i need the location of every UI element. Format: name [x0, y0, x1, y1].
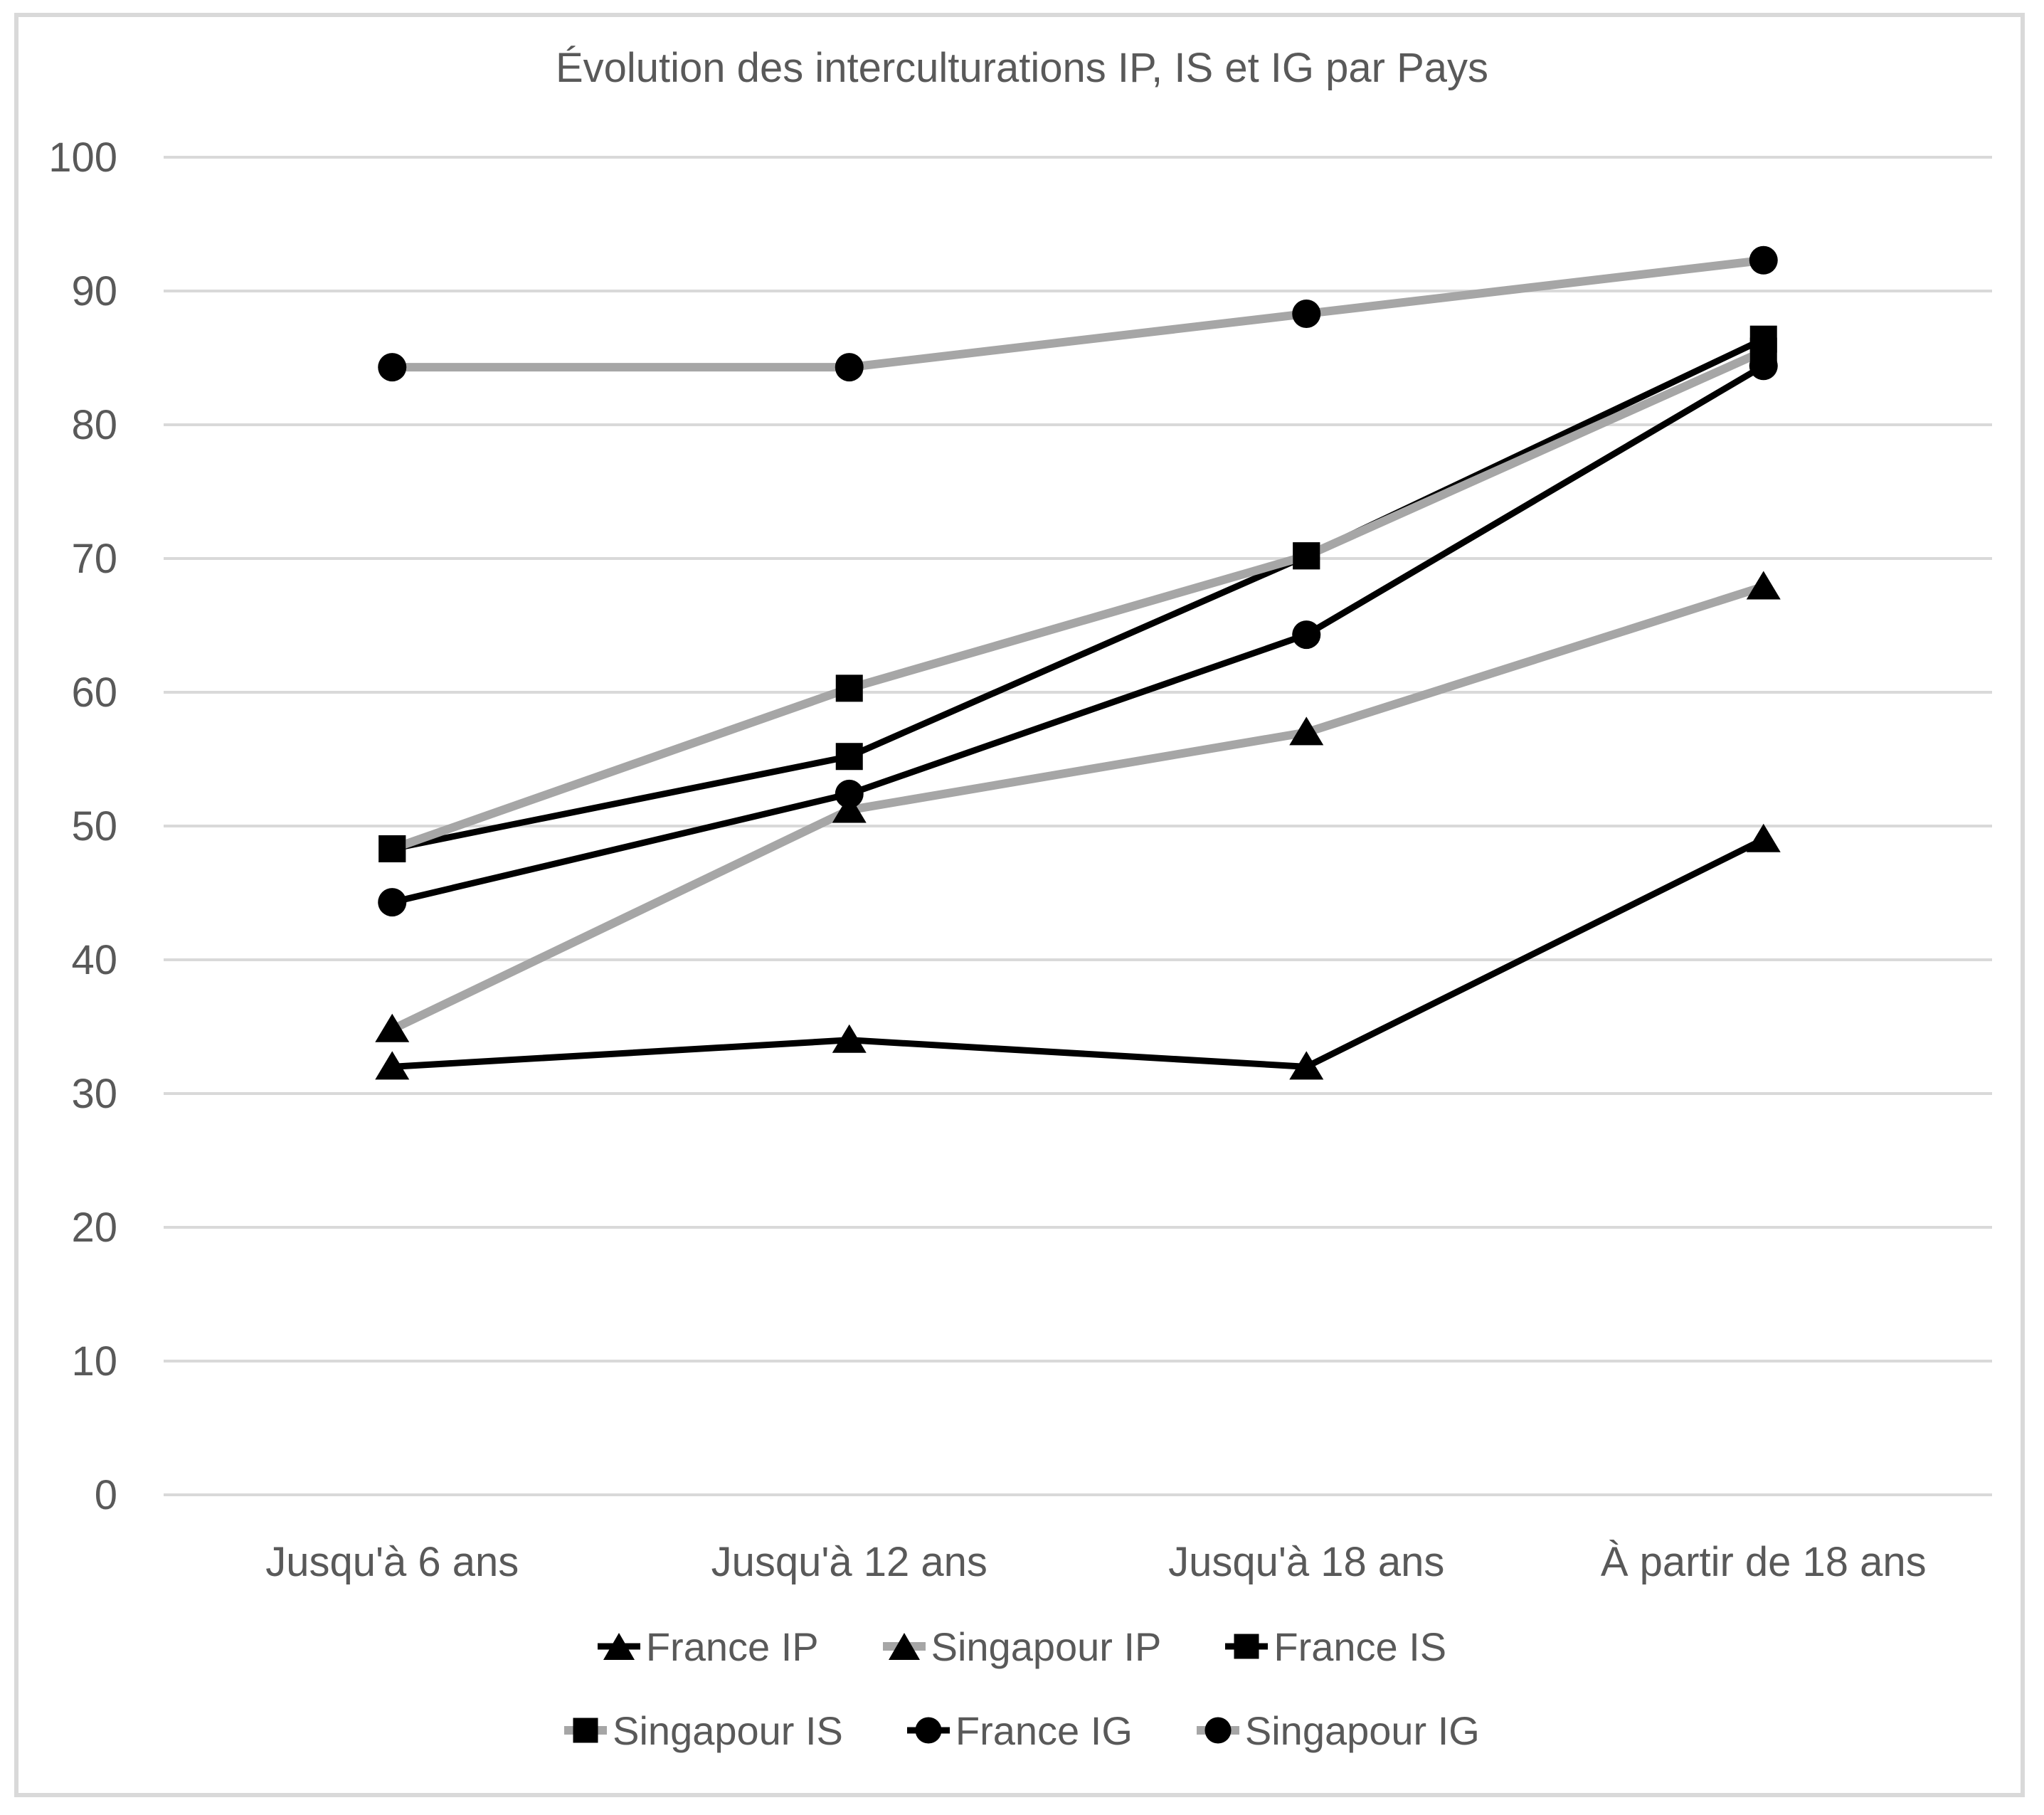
circle-marker-icon [1204, 1717, 1232, 1744]
square-marker-icon [1234, 1634, 1259, 1659]
y-tick-label-30: 30 [71, 1071, 117, 1117]
legend-label-singapour-ig: Singapour IG [1244, 1708, 1480, 1753]
legend-item-france-ip: France IP [597, 1624, 819, 1670]
legend-circle-icon [906, 1714, 950, 1747]
series-line-france-ip [391, 836, 1765, 1070]
square-marker-icon [573, 1718, 598, 1743]
series-line-singapour-ip [390, 582, 1765, 1034]
legend-row-1: France IP Singapour IP France IS [597, 1607, 1446, 1686]
marker-square-france-is-1 [835, 743, 863, 771]
legend-label-singapour-is: Singapour IS [613, 1708, 843, 1753]
x-category-label-3: À partir de 18 ans [1601, 1539, 1927, 1585]
y-tick-label-70: 70 [71, 536, 117, 582]
marker-circle-france-ig-2 [1292, 620, 1321, 650]
marker-triangle-singapour-ip-2 [1289, 716, 1324, 746]
marker-triangle-singapour-ip-3 [1746, 571, 1781, 600]
series-line-singapour-is [391, 347, 1766, 853]
legend-item-france-ig: France IG [906, 1708, 1133, 1754]
y-tick-label-100: 100 [48, 134, 117, 181]
marker-circle-singapour-ig-2 [1292, 299, 1321, 328]
y-tick-label-10: 10 [71, 1338, 117, 1385]
legend-triangle-icon [882, 1630, 926, 1663]
y-tick-label-50: 50 [71, 803, 117, 850]
y-tick-label-60: 60 [71, 670, 117, 716]
marker-square-singapour-is-0 [378, 835, 406, 862]
legend-label-singapour-ip: Singapour IP [931, 1624, 1162, 1669]
triangle-marker-icon [603, 1633, 635, 1660]
marker-triangle-france-ip-1 [832, 1024, 867, 1053]
chart-border-frame [14, 13, 2025, 1797]
marker-triangle-singapour-ip-1 [832, 794, 867, 823]
legend-label-france-ip: France IP [645, 1624, 819, 1669]
marker-circle-singapour-ig-1 [835, 353, 864, 382]
marker-circle-france-ig-1 [835, 779, 864, 808]
y-tick-label-90: 90 [71, 268, 117, 314]
marker-triangle-singapour-ip-0 [375, 1013, 410, 1042]
marker-circle-singapour-ig-0 [378, 353, 407, 382]
legend-item-singapour-is: Singapour IS [564, 1708, 843, 1754]
marker-triangle-france-ip-0 [375, 1051, 410, 1080]
chart-legend: France IP Singapour IP France IS Singapour… [0, 1607, 2044, 1770]
marker-circle-france-ig-3 [1749, 351, 1778, 381]
circle-marker-icon [915, 1717, 942, 1744]
marker-triangle-france-ip-2 [1289, 1051, 1324, 1080]
series-line-france-ig [391, 363, 1766, 906]
y-tick-label-0: 0 [95, 1472, 117, 1518]
x-category-label-0: Jusqu'à 6 ans [265, 1539, 519, 1585]
marker-square-singapour-is-1 [835, 674, 863, 702]
x-category-label-2: Jusqu'à 18 ans [1168, 1539, 1444, 1585]
series-line-france-is [391, 336, 1765, 852]
marker-square-singapour-is-2 [1293, 542, 1320, 570]
legend-label-france-ig: France IG [955, 1708, 1133, 1753]
marker-circle-singapour-ig-3 [1749, 245, 1778, 275]
x-category-label-1: Jusqu'à 12 ans [711, 1539, 987, 1585]
legend-item-singapour-ig: Singapour IG [1196, 1708, 1480, 1754]
legend-label-france-is: France IS [1273, 1624, 1447, 1669]
legend-row-2: Singapour IS France IG Singapour IG [564, 1690, 1480, 1770]
series-line-singapour-ig [392, 255, 1764, 372]
legend-triangle-icon [597, 1630, 640, 1663]
y-tick-label-80: 80 [71, 402, 117, 448]
marker-circle-france-ig-0 [378, 888, 407, 917]
legend-item-france-is: France IS [1225, 1624, 1446, 1670]
legend-square-icon [564, 1714, 608, 1747]
marker-triangle-france-ip-3 [1746, 823, 1781, 852]
triangle-marker-icon [888, 1633, 920, 1660]
chart-title: Évolution des interculturations IP, IS e… [555, 45, 1489, 91]
y-tick-label-40: 40 [71, 937, 117, 983]
y-tick-label-20: 20 [71, 1205, 117, 1251]
legend-circle-icon [1196, 1714, 1239, 1747]
legend-square-icon [1225, 1630, 1269, 1663]
legend-item-singapour-ip: Singapour IP [882, 1624, 1162, 1670]
